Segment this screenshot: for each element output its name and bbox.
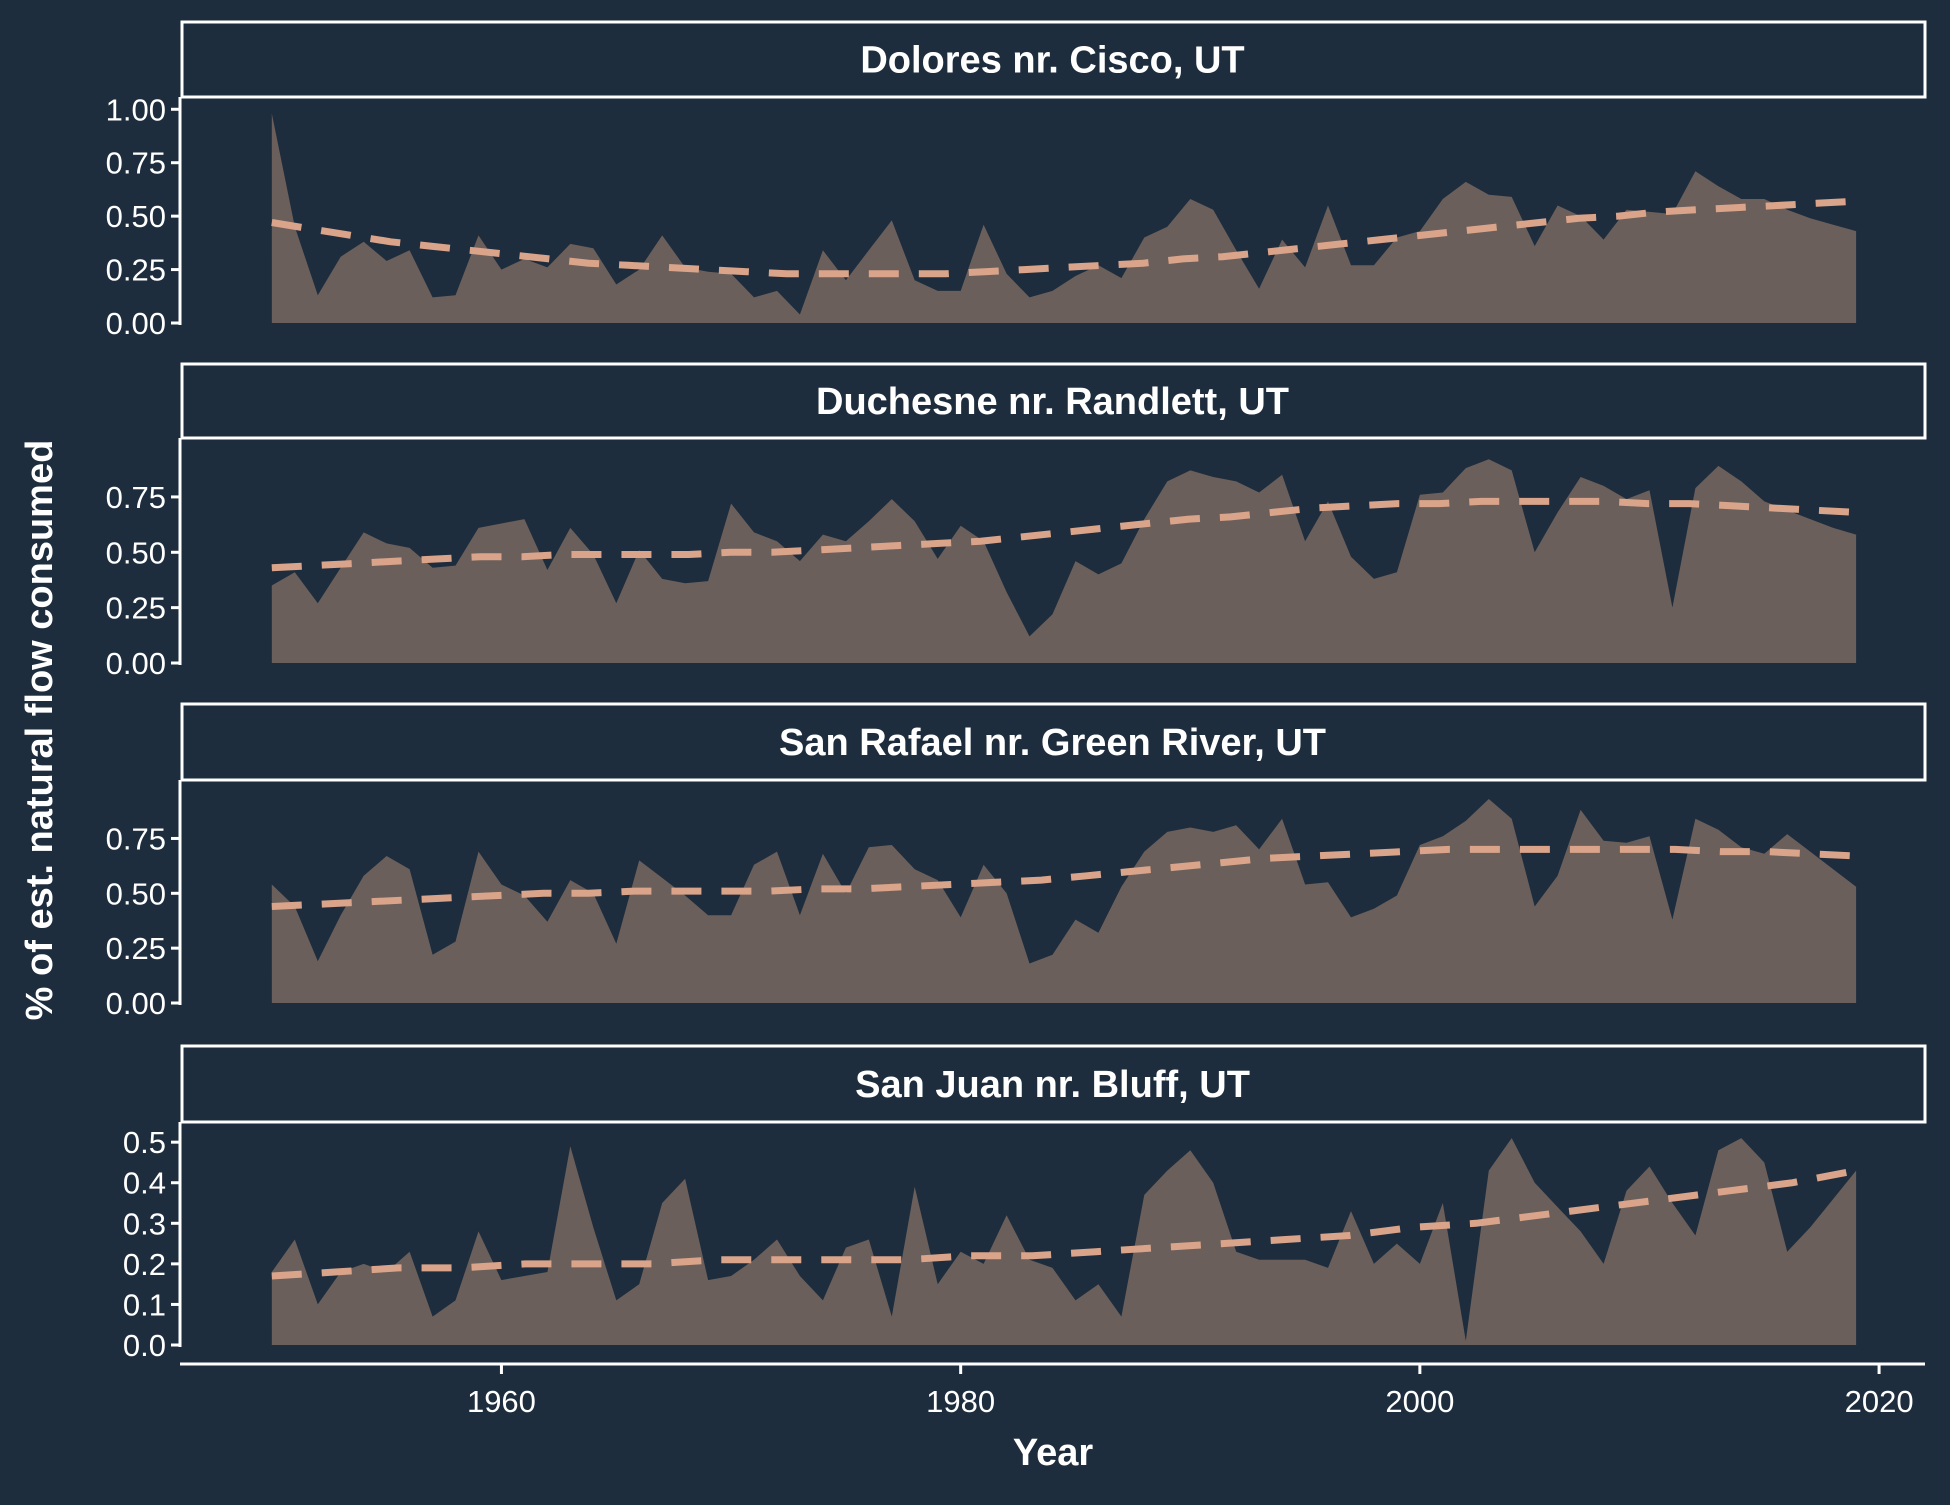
y-tick-label: 0.1 bbox=[123, 1287, 166, 1322]
y-tick-label: 0.50 bbox=[106, 876, 166, 911]
y-tick-label: 0.00 bbox=[106, 646, 166, 681]
panel-2: Duchesne nr. Randlett, UT 0.00 0.25 0.50 0.7… bbox=[106, 362, 1927, 681]
panel-strip bbox=[180, 702, 1927, 782]
y-tick-label: 0.25 bbox=[106, 591, 166, 626]
y-tick-label: 0.0 bbox=[123, 1328, 166, 1363]
panel-title: San Juan nr. Bluff, UT bbox=[855, 1064, 1250, 1106]
area-series bbox=[271, 459, 1857, 663]
panel-title: San Rafael nr. Green River, UT bbox=[779, 722, 1326, 764]
y-tick-label: 0.5 bbox=[123, 1125, 166, 1160]
panels: Dolores nr. Cisco, UT 0.00 0.25 0.50 0.75 1.0… bbox=[106, 20, 1927, 1363]
y-tick-label: 0.3 bbox=[123, 1206, 166, 1241]
area-series bbox=[271, 799, 1857, 1003]
y-tick-label: 0.25 bbox=[106, 253, 166, 288]
trend-line bbox=[271, 497, 1857, 572]
x-tick-label: 1980 bbox=[926, 1384, 995, 1419]
trend-line bbox=[271, 1167, 1857, 1280]
y-tick-label: 0.2 bbox=[123, 1247, 166, 1282]
panel-title: Duchesne nr. Randlett, UT bbox=[816, 381, 1289, 423]
y-tick-label: 0.75 bbox=[106, 146, 166, 181]
area-series bbox=[271, 113, 1857, 323]
x-axis: 1960 1980 2000 2020 bbox=[180, 1362, 1925, 1419]
y-tick-label: 0.00 bbox=[106, 306, 166, 341]
area-series bbox=[271, 1138, 1857, 1345]
y-tick-label: 1.00 bbox=[106, 92, 166, 127]
y-tick-label: 0.75 bbox=[106, 480, 166, 515]
y-axis-title: % of est. natural flow consumed bbox=[19, 440, 61, 1021]
panel-title: Dolores nr. Cisco, UT bbox=[860, 40, 1244, 82]
panel-strip bbox=[180, 362, 1927, 440]
y-tick-label: 0.00 bbox=[106, 986, 166, 1021]
panel-1: Dolores nr. Cisco, UT 0.00 0.25 0.50 0.75 1.0… bbox=[106, 20, 1927, 341]
y-tick-label: 0.75 bbox=[106, 821, 166, 856]
x-tick-label: 2020 bbox=[1845, 1384, 1914, 1419]
panel-4: San Juan nr. Bluff, UT 0.0 0.1 0.2 0.3 0.4 0.5 bbox=[123, 1044, 1927, 1363]
y-tick-label: 0.50 bbox=[106, 535, 166, 570]
trend-line bbox=[271, 845, 1857, 910]
y-tick-label: 0.4 bbox=[123, 1166, 166, 1201]
trend-line bbox=[271, 197, 1857, 278]
panel-strip bbox=[180, 1044, 1927, 1124]
y-tick-label: 0.50 bbox=[106, 199, 166, 234]
y-tick-label: 0.25 bbox=[106, 931, 166, 966]
panel-strip bbox=[180, 20, 1927, 99]
x-tick-label: 2000 bbox=[1385, 1384, 1454, 1419]
x-axis-title: Year bbox=[1013, 1432, 1094, 1474]
x-tick-label: 1960 bbox=[467, 1384, 536, 1419]
panel-3: San Rafael nr. Green River, UT 0.00 0.25 0.… bbox=[106, 702, 1927, 1021]
